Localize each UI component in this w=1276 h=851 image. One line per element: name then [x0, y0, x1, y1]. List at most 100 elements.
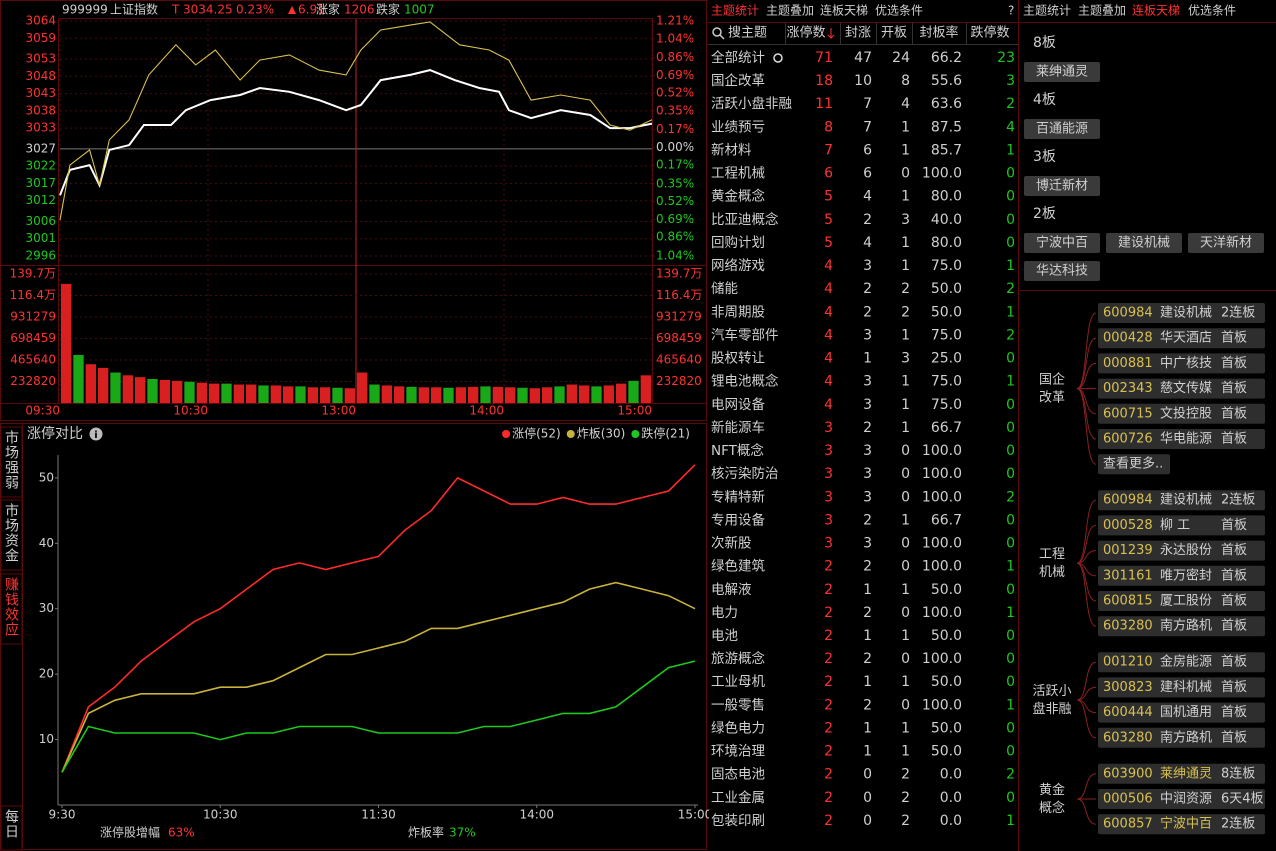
time-tick-label: 15:00 [617, 404, 652, 418]
stock-row[interactable] [1098, 540, 1265, 561]
table-row[interactable] [709, 185, 1017, 208]
table-row[interactable] [709, 416, 1017, 439]
stock-row[interactable] [1098, 727, 1265, 748]
side-tab[interactable] [0, 499, 23, 571]
table-row[interactable] [709, 231, 1017, 254]
table-row[interactable] [709, 578, 1017, 601]
column-header[interactable]: 封板率 [919, 25, 958, 41]
column-header[interactable]: 涨停数 [786, 25, 825, 41]
table-row[interactable] [709, 463, 1017, 486]
stock-button-label[interactable]: 天洋新材 [1200, 235, 1252, 251]
table-row[interactable] [709, 393, 1017, 416]
panel-tab[interactable]: 连板天梯 [1132, 3, 1180, 18]
side-tab-label[interactable]: 赚钱效应 [3, 577, 19, 637]
table-row[interactable] [709, 208, 1017, 231]
stock-row[interactable] [1098, 378, 1265, 399]
table-tab[interactable]: 主题统计 [711, 4, 759, 18]
table-row[interactable] [709, 555, 1017, 578]
stock-row[interactable] [1098, 702, 1265, 723]
stock-row[interactable] [1098, 789, 1265, 809]
table-row[interactable] [709, 255, 1017, 278]
table-row[interactable] [709, 601, 1017, 624]
table-row[interactable] [709, 717, 1017, 740]
side-tab[interactable] [0, 805, 23, 851]
stock-button[interactable] [1188, 233, 1264, 253]
panel-tab[interactable]: 主题叠加 [1078, 4, 1126, 18]
more-button-label[interactable]: 查看更多.. [1103, 456, 1163, 472]
stock-row[interactable] [1098, 490, 1265, 511]
table-row[interactable] [709, 786, 1017, 809]
table-row[interactable] [709, 301, 1017, 324]
table-row[interactable] [709, 486, 1017, 509]
column-header[interactable]: 跌停数 [970, 25, 1009, 41]
stock-button[interactable] [1024, 261, 1100, 281]
table-row[interactable] [709, 47, 1017, 69]
table-tab[interactable]: 主题叠加 [766, 4, 814, 18]
stock-row[interactable] [1098, 303, 1265, 323]
panel-tab[interactable]: 优选条件 [1188, 4, 1236, 18]
search-box[interactable]: 搜主题 [728, 26, 767, 41]
table-row[interactable] [709, 740, 1017, 763]
stock-button-label[interactable]: 博迁新材 [1036, 178, 1088, 194]
table-row[interactable] [709, 625, 1017, 647]
table-row[interactable] [709, 324, 1017, 347]
table-row[interactable] [709, 278, 1017, 301]
side-tab-label[interactable]: 每日 [3, 809, 19, 839]
stock-button[interactable] [1024, 119, 1100, 139]
table-row[interactable] [709, 116, 1017, 139]
stock-row[interactable] [1098, 677, 1265, 698]
column-header[interactable]: 封涨 [845, 26, 871, 41]
table-tab[interactable]: 优选条件 [875, 4, 923, 18]
stock-button[interactable] [1024, 176, 1100, 196]
table-row[interactable] [709, 694, 1017, 717]
stock-button-label[interactable]: 建设机械 [1118, 236, 1170, 251]
side-tab-label[interactable]: 市场资金 [3, 502, 19, 563]
refresh-icon[interactable] [773, 53, 783, 63]
table-row[interactable] [709, 347, 1017, 370]
stock-row[interactable] [1098, 591, 1265, 611]
table-row[interactable] [709, 532, 1017, 555]
table-row[interactable] [709, 648, 1017, 671]
stock-button[interactable] [1106, 233, 1182, 253]
stock-button[interactable] [1024, 233, 1100, 253]
table-row[interactable] [709, 93, 1017, 116]
stock-button-label[interactable]: 宁波中百 [1036, 235, 1088, 251]
table-row[interactable] [709, 671, 1017, 694]
help[interactable]: ? [1008, 4, 1014, 18]
search-icon[interactable] [712, 27, 722, 37]
stock-row[interactable] [1098, 403, 1265, 424]
column-header[interactable]: 开板 [881, 26, 907, 41]
stock-button[interactable] [1024, 62, 1100, 82]
table-row[interactable] [709, 70, 1017, 93]
volume-bar [233, 384, 244, 403]
side-tab-label[interactable]: 市场强弱 [3, 429, 19, 490]
stock-row[interactable] [1098, 616, 1265, 637]
table-row[interactable] [709, 763, 1017, 786]
stock-row[interactable] [1098, 565, 1265, 586]
stock-row[interactable] [1098, 328, 1265, 349]
stock-row[interactable] [1098, 353, 1265, 374]
side-tab[interactable] [0, 426, 23, 498]
more-button[interactable] [1098, 454, 1170, 475]
stock-row[interactable] [1098, 763, 1265, 784]
x-tick-label: 9:30 [49, 808, 76, 822]
stock-button-label[interactable]: 华达科技 [1036, 264, 1088, 279]
table-tab[interactable]: 连板天梯 [820, 3, 868, 18]
stock-row[interactable] [1098, 429, 1265, 449]
table-row[interactable] [709, 139, 1017, 162]
stock-row[interactable] [1098, 515, 1265, 536]
y-tick-label: 30 [39, 601, 54, 615]
info-icon[interactable] [89, 427, 103, 441]
stock-button-label[interactable]: 莱绅通灵 [1036, 65, 1088, 80]
table-row[interactable] [709, 370, 1017, 393]
table-row[interactable] [709, 440, 1017, 463]
side-tab[interactable] [0, 573, 23, 645]
table-row[interactable] [709, 809, 1017, 832]
table-row[interactable] [709, 162, 1017, 185]
volume-tick-label: 139.7万 [10, 267, 56, 281]
table-row[interactable] [709, 509, 1017, 532]
stock-button-label[interactable]: 百通能源 [1036, 122, 1088, 137]
stock-row[interactable] [1098, 814, 1265, 835]
panel-tab[interactable]: 主题统计 [1023, 4, 1071, 18]
stock-row[interactable] [1098, 652, 1265, 673]
